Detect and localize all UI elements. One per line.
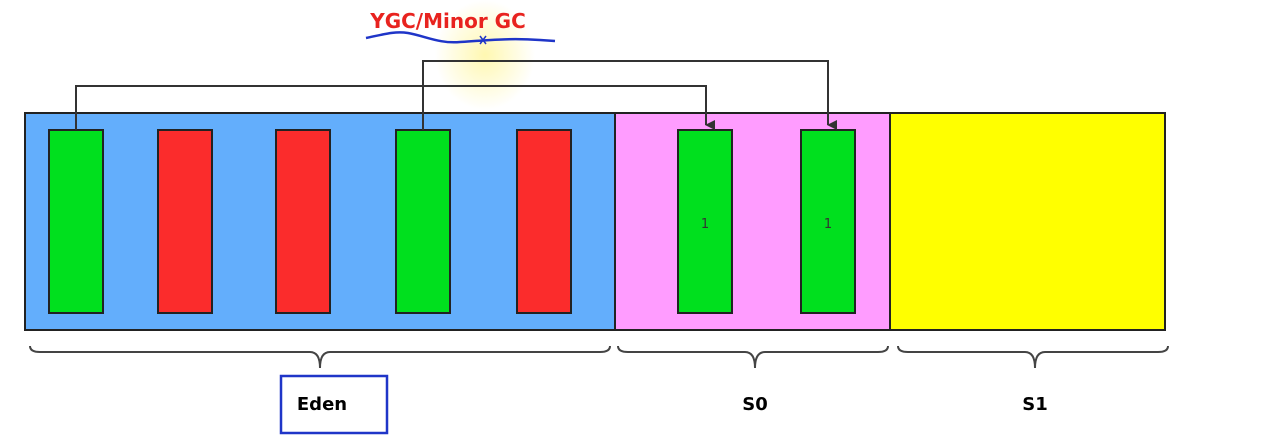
eden-object-1-live xyxy=(48,129,104,314)
eden-brace xyxy=(29,345,611,369)
s1-region xyxy=(889,112,1166,331)
eden-object-5-dead xyxy=(516,129,572,314)
eden-object-4-live xyxy=(395,129,451,314)
eden-label-box xyxy=(279,374,389,435)
diagram-title: YGC/Minor GC xyxy=(369,9,526,33)
s0-object-2-live xyxy=(800,129,856,314)
s0-brace xyxy=(617,345,889,369)
copy-arrow-1 xyxy=(75,85,715,130)
s0-label: S0 xyxy=(742,394,768,415)
s0-object-1-live xyxy=(677,129,733,314)
copy-arrow-2 xyxy=(422,60,837,130)
s1-label: S1 xyxy=(1022,394,1048,415)
eden-object-2-dead xyxy=(157,129,213,314)
s0-object-1-age-label: 1 xyxy=(701,217,709,232)
eden-object-3-dead xyxy=(275,129,331,314)
cursor-glow xyxy=(435,0,535,110)
s1-brace xyxy=(897,345,1169,369)
title-underline-tick xyxy=(479,35,487,45)
eden-label: Eden xyxy=(297,394,347,415)
eden-objects xyxy=(48,129,572,314)
s0-object-2-age-label: 1 xyxy=(824,217,832,232)
title-underline xyxy=(365,31,556,44)
